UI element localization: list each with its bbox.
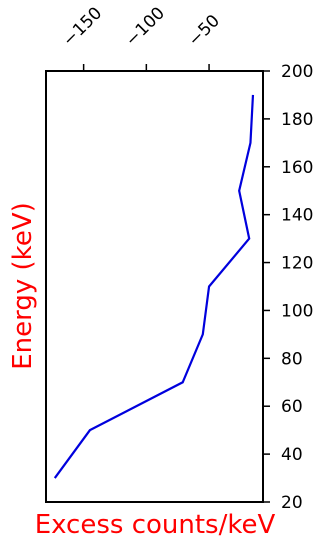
x-tick-label: −150: [59, 3, 106, 50]
y-tick-label: 120: [281, 254, 313, 274]
axes: [45, 70, 264, 503]
y-tick-label: 100: [281, 301, 313, 321]
y-axis-label: Energy (keV): [8, 202, 38, 370]
y-tick-label: 60: [281, 397, 303, 417]
y-tick-label: 180: [281, 110, 313, 130]
y-tick-label: 200: [281, 62, 313, 82]
x-tick-label: −100: [122, 3, 169, 50]
ticks: −150 −100 −50 20 40 60 80 100 120 140 160 180 200: [59, 3, 313, 513]
y-tick-label: 20: [281, 493, 303, 513]
x-tick-label: −50: [184, 11, 224, 51]
series-layer: [53, 94, 255, 479]
plot-frame: [45, 70, 264, 503]
y-tick-label: 160: [281, 158, 313, 178]
series-line: [53, 94, 255, 479]
y-tick-label: 80: [281, 349, 303, 369]
y-tick-label: 140: [281, 206, 313, 226]
y-tick-label: 40: [281, 445, 303, 465]
x-axis-label: Excess counts/keV: [35, 510, 276, 537]
